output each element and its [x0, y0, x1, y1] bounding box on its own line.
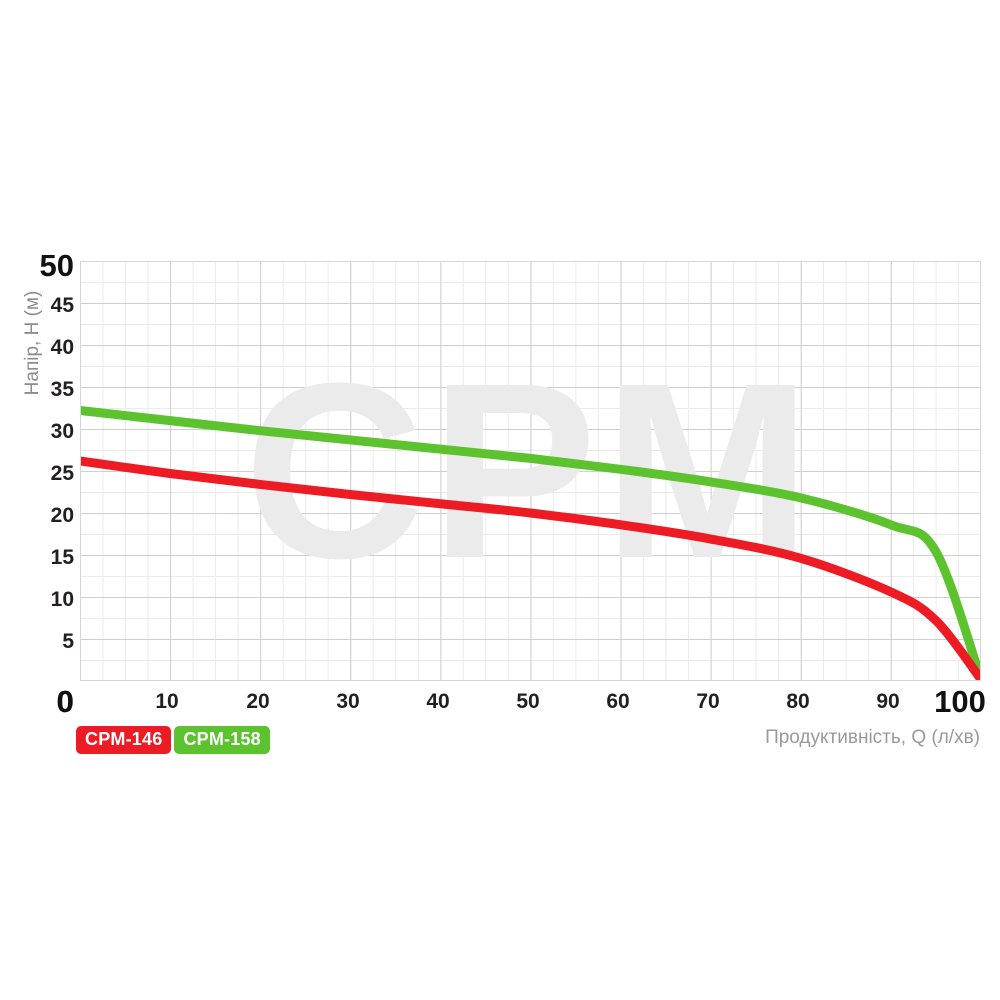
- x-tick-10: 10: [155, 690, 179, 713]
- x-tick-80: 80: [786, 690, 810, 713]
- x-tick-0: 0: [56, 684, 74, 719]
- y-axis-title: Напір, H (м): [22, 290, 43, 396]
- curve-cpm-158: [80, 456, 981, 681]
- x-tick-100: 100: [934, 684, 986, 719]
- y-tick-15: 15: [50, 546, 74, 569]
- y-tick-0: 0: [56, 684, 74, 719]
- plot-area: CPM: [80, 261, 981, 681]
- x-tick-40: 40: [426, 690, 450, 713]
- y-tick-5: 5: [62, 630, 74, 653]
- y-tick-45: 45: [50, 294, 74, 317]
- y-tick-20: 20: [50, 504, 74, 527]
- x-tick-30: 30: [336, 690, 360, 713]
- x-tick-50: 50: [516, 690, 540, 713]
- legend-item-cpm-146[interactable]: CPM-146: [76, 726, 172, 754]
- x-tick-60: 60: [606, 690, 630, 713]
- x-tick-90: 90: [876, 690, 900, 713]
- y-tick-30: 30: [50, 420, 74, 443]
- curve-cpm-146: [80, 406, 981, 681]
- y-axis-tick-group: 50 45 40 35 30 25 20 15 10 5 0: [0, 0, 74, 1000]
- x-tick-20: 20: [246, 690, 270, 713]
- legend-item-cpm-158[interactable]: CPM-158: [174, 726, 270, 754]
- grid-major: [80, 261, 981, 681]
- x-tick-70: 70: [696, 690, 720, 713]
- watermark-cpm: CPM: [243, 331, 818, 610]
- curve-container: [80, 261, 981, 681]
- legend: CPM-146 CPM-158: [76, 726, 270, 754]
- y-tick-25: 25: [50, 462, 74, 485]
- curves-svg: [80, 406, 981, 681]
- y-tick-50: 50: [39, 248, 74, 283]
- x-axis-title: Продуктивність, Q (л/хв): [765, 727, 980, 748]
- y-tick-40: 40: [50, 336, 74, 359]
- y-tick-35: 35: [50, 378, 74, 401]
- y-tick-10: 10: [50, 588, 74, 611]
